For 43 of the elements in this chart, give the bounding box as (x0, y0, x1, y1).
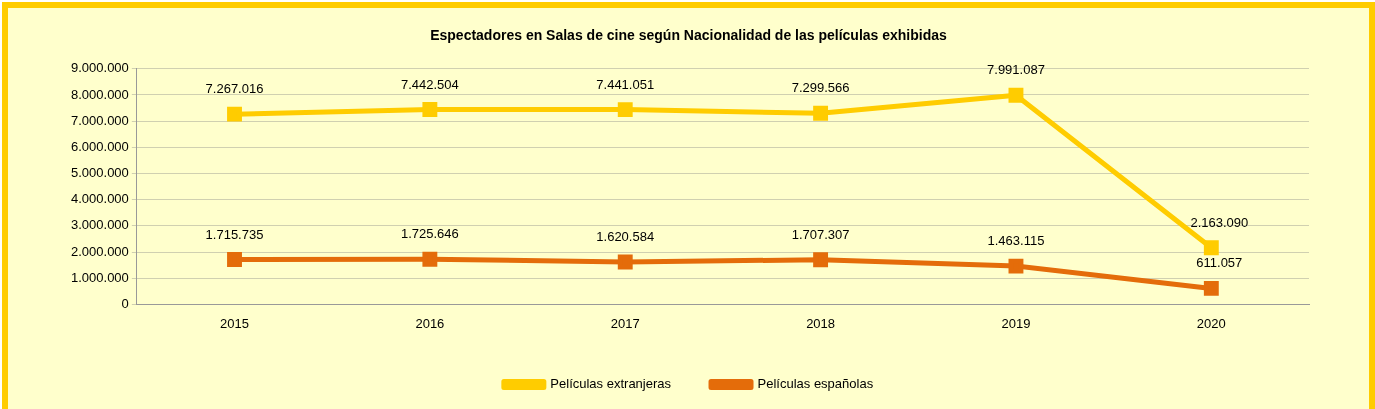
y-tick-label: 2.000.000 (70, 243, 129, 259)
y-tick-label: 1.000.000 (70, 269, 129, 285)
y-tick-label: 5.000.000 (70, 165, 129, 181)
data-label: 1.707.307 (791, 226, 850, 242)
data-label: 1.725.646 (400, 226, 459, 242)
y-tick-label: 9.000.000 (70, 60, 129, 76)
data-label: 7.441.051 (596, 76, 655, 92)
x-tick-label: 2020 (1196, 315, 1226, 331)
data-label: 7.267.016 (205, 81, 264, 97)
legend-label: Películas extranjeras (550, 376, 672, 392)
x-tick-label: 2019 (1001, 315, 1031, 331)
legend-label: Películas españolas (757, 376, 874, 392)
y-tick-label: 4.000.000 (70, 191, 129, 207)
x-tick-label: 2016 (415, 315, 445, 331)
point (1008, 87, 1024, 103)
point (422, 102, 438, 118)
y-tick-label: 7.000.000 (70, 112, 129, 128)
point (617, 254, 633, 270)
point (1008, 258, 1024, 274)
y-tick-label: 3.000.000 (70, 217, 129, 233)
y-tick-label: 6.000.000 (70, 138, 129, 154)
x-tick-label: 2015 (220, 315, 249, 331)
point (227, 106, 242, 122)
point (617, 102, 633, 118)
data-label: 1.715.735 (205, 226, 264, 242)
point (227, 252, 242, 267)
point (813, 105, 829, 121)
chart-title: Espectadores en Salas de cine según Nacionalidad de las películas exhibidas (430, 27, 948, 44)
data-label: 7.299.566 (791, 80, 850, 96)
data-label: 7.442.504 (400, 76, 459, 92)
point (422, 251, 438, 267)
data-label: 7.991.087 (987, 62, 1045, 78)
x-tick-label: 2018 (806, 315, 836, 331)
point (813, 252, 829, 268)
data-label: 1.620.584 (596, 229, 655, 245)
point (1203, 240, 1219, 256)
y-tick-label: 8.000.000 (70, 86, 129, 102)
data-label: 1.463.115 (987, 233, 1045, 249)
point (1203, 280, 1219, 296)
data-label: 611.057 (1196, 255, 1243, 271)
x-tick-label: 2017 (610, 315, 640, 331)
data-label: 2.163.090 (1190, 214, 1249, 230)
y-tick-label: 0 (121, 295, 129, 311)
